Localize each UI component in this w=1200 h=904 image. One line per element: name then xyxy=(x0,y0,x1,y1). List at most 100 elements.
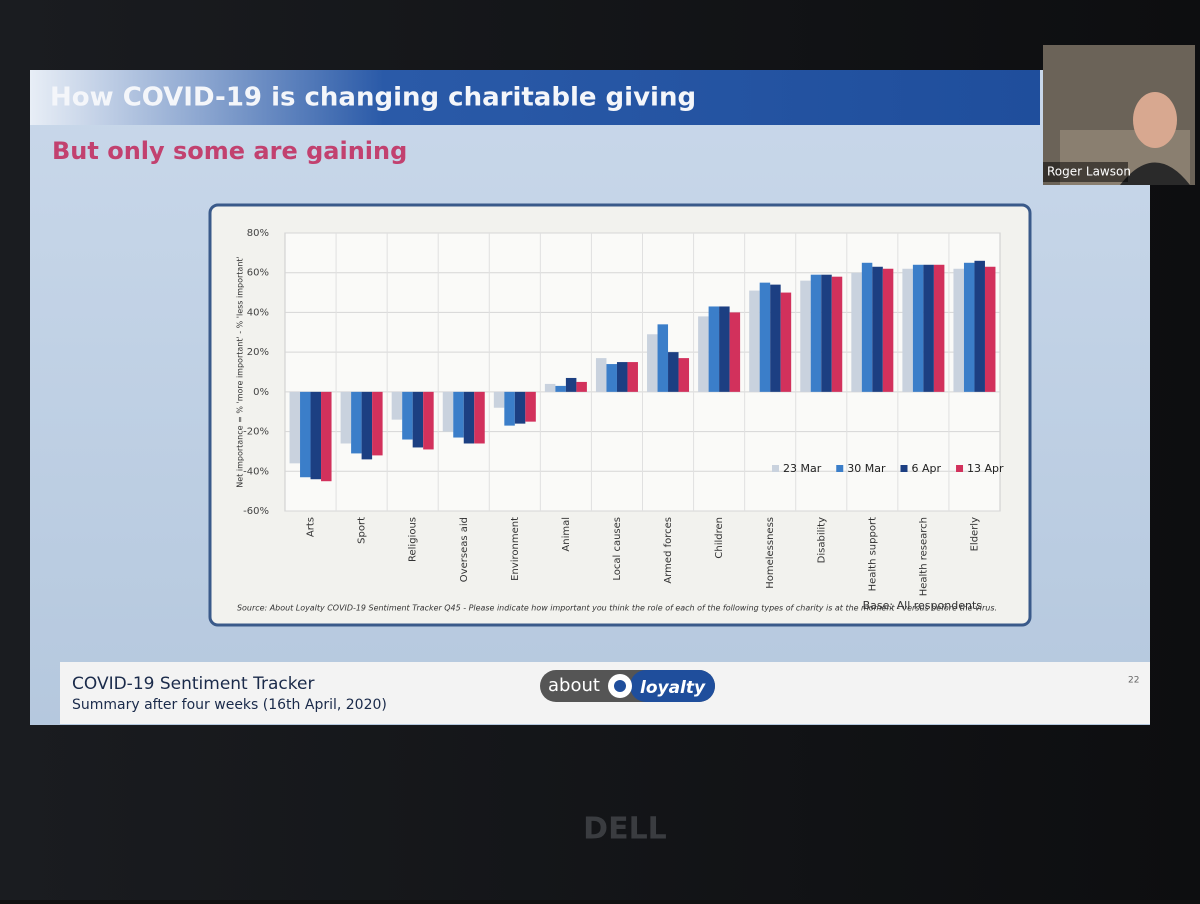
y-tick-label: -60% xyxy=(243,506,269,517)
bar xyxy=(493,391,505,408)
bar xyxy=(668,352,679,392)
legend-swatch xyxy=(900,465,908,472)
x-tick-label: Arts xyxy=(306,517,317,537)
bar xyxy=(544,383,556,392)
bar xyxy=(423,391,434,450)
x-tick-label: Health support xyxy=(867,517,878,591)
bar xyxy=(657,324,669,392)
x-tick-label: Homelessness xyxy=(765,517,776,589)
bar xyxy=(974,260,985,392)
bar xyxy=(351,391,362,454)
y-tick-label: 80% xyxy=(247,228,269,239)
legend-label: 6 Apr xyxy=(912,462,942,475)
slide-header xyxy=(30,70,1040,125)
x-tick-label: Armed forces xyxy=(663,517,674,584)
name-tag xyxy=(1043,162,1128,182)
bar xyxy=(606,364,617,392)
bar xyxy=(759,282,771,392)
x-tick-label: Sport xyxy=(357,517,368,544)
bar xyxy=(576,381,587,392)
x-tick-label: Animal xyxy=(561,517,572,552)
bar xyxy=(289,391,301,464)
bar xyxy=(321,391,332,482)
logo-right: loyalty xyxy=(640,678,706,698)
y-tick-label: -20% xyxy=(243,427,269,438)
bar xyxy=(953,268,964,392)
bar xyxy=(821,274,832,392)
slide-title: How COVID-19 is changing charitable givi… xyxy=(50,83,696,113)
bar xyxy=(698,316,709,392)
y-tick-label: 40% xyxy=(247,307,269,318)
bar xyxy=(474,391,485,444)
x-tick-label: Health research xyxy=(918,517,929,596)
bar xyxy=(678,358,690,392)
bar xyxy=(647,334,658,392)
x-tick-label: Overseas aid xyxy=(459,517,470,582)
bar xyxy=(851,272,862,392)
bar xyxy=(504,391,515,426)
bar xyxy=(627,362,638,392)
participant-name: Roger Lawson xyxy=(1047,165,1131,179)
bar xyxy=(555,385,566,392)
bar xyxy=(719,306,730,392)
x-tick-label: Religious xyxy=(408,517,419,562)
slide-subtitle: But only some are gaining xyxy=(52,137,407,165)
legend-label: 23 Mar xyxy=(783,462,822,475)
bar xyxy=(902,268,913,392)
bar xyxy=(310,391,322,480)
bar xyxy=(831,276,843,392)
footer-subtitle: Summary after four weeks (16th April, 20… xyxy=(72,697,387,713)
y-tick-label: -40% xyxy=(243,466,269,477)
bar xyxy=(861,262,873,392)
x-tick-label: Environment xyxy=(510,517,521,581)
bar xyxy=(780,292,792,392)
bar xyxy=(340,391,352,444)
y-tick-label: 20% xyxy=(247,347,269,358)
bar xyxy=(616,362,628,392)
bar xyxy=(810,274,822,392)
page-number: 22 xyxy=(1128,676,1139,686)
video-face xyxy=(1133,92,1177,148)
bar xyxy=(442,391,454,432)
logo-pill-blue xyxy=(630,670,715,702)
legend-label: 30 Mar xyxy=(847,462,886,475)
logo-left: about xyxy=(548,675,600,696)
y-axis-label: Net importance = % 'more important' - % … xyxy=(236,256,245,487)
video-shoulders xyxy=(1120,162,1190,185)
bar xyxy=(749,290,760,392)
bar xyxy=(933,264,945,392)
legend-label: 13 Apr xyxy=(967,462,1004,475)
bar xyxy=(453,391,464,438)
bar xyxy=(463,391,475,444)
bar xyxy=(708,306,720,392)
bar xyxy=(525,391,536,422)
bar xyxy=(595,358,607,392)
legend-swatch xyxy=(956,465,964,472)
bar xyxy=(402,391,413,440)
bar xyxy=(729,312,741,392)
x-tick-label: Disability xyxy=(816,517,827,563)
bar xyxy=(882,268,894,392)
x-tick-label: Children xyxy=(714,517,725,559)
bar xyxy=(412,391,424,448)
x-tick-label: Local causes xyxy=(612,517,623,581)
y-tick-label: 0% xyxy=(253,387,269,398)
bar xyxy=(391,391,403,420)
legend-swatch xyxy=(836,465,844,472)
monitor-brand: DELL xyxy=(583,812,667,847)
bar xyxy=(963,262,975,392)
bar xyxy=(912,264,924,392)
y-tick-label: 60% xyxy=(247,268,269,279)
bar xyxy=(372,391,383,456)
source-note: Source: About Loyalty COVID-19 Sentiment… xyxy=(237,604,997,613)
x-tick-label: Elderly xyxy=(969,517,980,551)
bar xyxy=(565,377,577,392)
base-note: Base: All respondents xyxy=(863,599,983,612)
bar xyxy=(361,391,373,460)
bar xyxy=(984,266,996,392)
bar xyxy=(514,391,526,424)
chart: -60% -40% -20% 0% 20% 40% 60% 80% Net importance… xyxy=(236,228,1005,613)
logo-ring-inner xyxy=(614,680,626,692)
